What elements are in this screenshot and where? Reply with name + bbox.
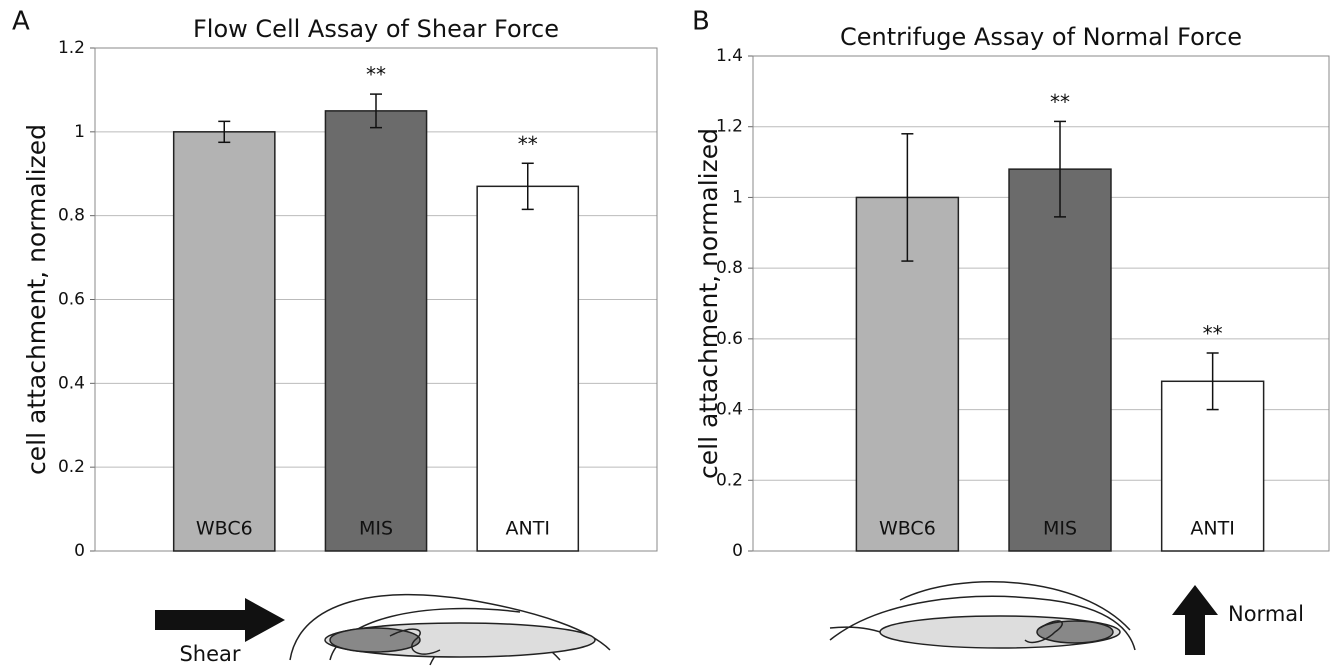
y-tick-label: 1.2: [58, 38, 85, 58]
y-axis-label: cell attachment, normalized: [22, 124, 51, 475]
bar: [324, 110, 428, 552]
normal-arrow: [1172, 585, 1218, 655]
y-tick-label: 1: [732, 187, 743, 207]
category-label: MIS: [359, 518, 393, 540]
significance-label: **: [1050, 90, 1070, 114]
y-axis-label: cell attachment, normalized: [694, 128, 723, 479]
disc: [329, 627, 421, 653]
y-tick-label: 0.4: [716, 400, 743, 420]
y-tick-label: 0.2: [716, 470, 743, 490]
category-label: ANTI: [506, 518, 550, 540]
y-tick-label: 0.8: [58, 206, 85, 226]
chart-title: Centrifuge Assay of Normal Force: [840, 23, 1242, 51]
chart-title: Flow Cell Assay of Shear Force: [193, 15, 559, 43]
y-tick-label: 1: [74, 122, 85, 142]
flagellum: [389, 628, 441, 655]
y-tick-label: 0: [74, 541, 85, 561]
y-tick-label: 0.4: [58, 373, 85, 393]
cell-outline: [829, 595, 1136, 651]
significance-label: **: [366, 63, 386, 87]
y-tick-label: 0.2: [58, 457, 85, 477]
y-tick-label: 0.8: [716, 258, 743, 278]
illustration-label: Normal: [1228, 602, 1304, 626]
y-tick-label: 1.2: [716, 117, 743, 137]
y-tick-label: 0.6: [716, 329, 743, 349]
category-label: ANTI: [1190, 518, 1234, 540]
normal-illustration: [829, 581, 1218, 655]
panel-label: A: [12, 7, 30, 37]
y-tick-label: 0: [732, 541, 743, 561]
flagellum: [899, 581, 1131, 631]
significance-label: **: [1203, 322, 1223, 346]
shear-illustration: [155, 593, 611, 666]
category-label: WBC6: [879, 518, 936, 540]
category-label: MIS: [1043, 518, 1077, 540]
bar: [172, 131, 276, 552]
category-label: WBC6: [196, 518, 253, 540]
significance-label: **: [518, 132, 538, 156]
bar: [476, 185, 580, 552]
flagellum: [1024, 620, 1063, 644]
panel-label: B: [692, 7, 710, 37]
disc: [1036, 620, 1114, 644]
y-tick-label: 0.6: [58, 290, 85, 310]
bar: [1008, 168, 1112, 552]
shear-arrow: [155, 598, 285, 642]
illustration-label: Shear: [179, 642, 240, 666]
cell-outline: [289, 593, 611, 661]
y-tick-label: 1.4: [716, 46, 743, 66]
